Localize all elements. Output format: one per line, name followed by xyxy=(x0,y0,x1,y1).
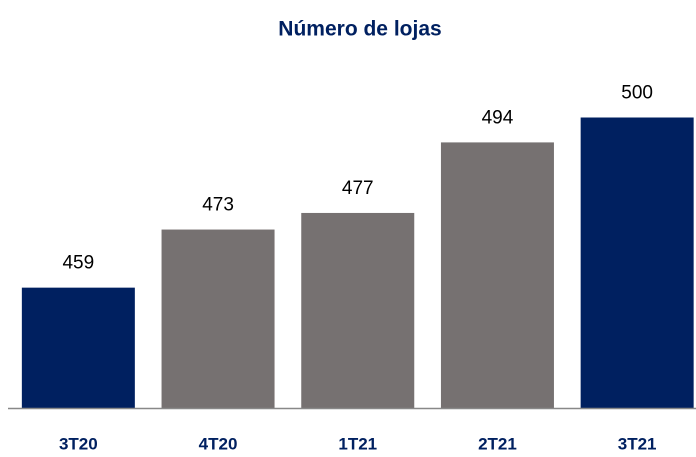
x-tick-label: 3T20 xyxy=(59,434,98,453)
bar xyxy=(21,287,135,408)
bar xyxy=(580,117,694,408)
bar xyxy=(301,212,415,408)
bar xyxy=(161,229,275,408)
x-tick-label: 1T21 xyxy=(338,434,377,453)
chart-title: Número de lojas xyxy=(278,18,441,41)
value-label: 494 xyxy=(482,107,514,128)
value-label: 473 xyxy=(202,195,234,216)
x-tick-label: 4T20 xyxy=(199,434,238,453)
value-label: 500 xyxy=(621,83,653,104)
x-tick-label: 2T21 xyxy=(478,434,517,453)
x-tick-label: 3T21 xyxy=(618,434,657,453)
value-label: 477 xyxy=(342,178,374,199)
value-label: 459 xyxy=(62,253,94,274)
bar xyxy=(440,142,554,408)
